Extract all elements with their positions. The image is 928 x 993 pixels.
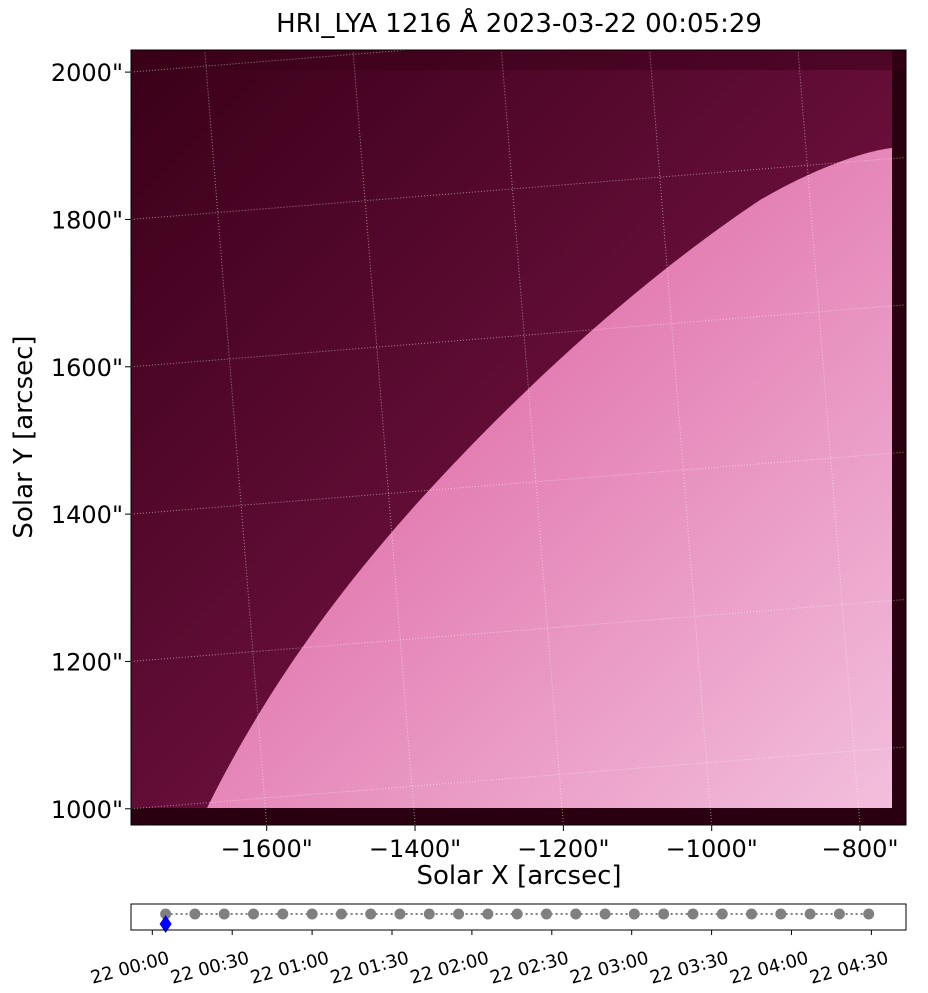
timeline-tick-label: 22 01:30 [328,948,411,989]
x-tick-label: −1600" [221,835,313,863]
grid-line [131,598,906,662]
timeline-tick-label: 22 04:00 [728,948,811,989]
y-tick-label: 1200" [51,648,123,676]
current-frame-marker [159,915,172,933]
timeline-point [746,908,758,920]
timeline-point [160,908,172,920]
main-axes: −1600" −1400" −1200" −1000" −800" 1000" 1200" 1… [51,50,906,863]
timeline-point [658,908,670,920]
timeline-point [248,908,260,920]
timeline-point [687,908,699,920]
x-tick-label: −1200" [517,835,609,863]
timeline-point [628,908,640,920]
y-tick-label: 1000" [51,796,123,824]
timeline-point [453,908,465,920]
grid-line [797,50,861,825]
y-axis-label: Solar Y [arcsec] [9,335,39,538]
timeline-point [511,908,523,920]
timeline-point [833,908,845,920]
timeline-tick-label: 22 04:30 [807,948,890,989]
grid-line [204,50,268,825]
grid-line [131,156,906,220]
timeline-point [775,908,787,920]
timeline-tick-label: 22 02:00 [408,948,491,989]
timeline-point [189,908,201,920]
chart-title: HRI_LYA 1216 Å 2023-03-22 00:05:29 [276,7,762,39]
axes-frame [130,49,907,826]
timeline-point [394,908,406,920]
timeline-point [306,908,318,920]
timeline-tick-label: 22 00:30 [168,948,251,989]
timeline-tick-label: 22 02:30 [488,948,571,989]
y-tick-label: 2000" [51,59,123,87]
timeline-tick-label: 22 01:00 [248,948,331,989]
timeline-tick-label: 22 00:00 [88,948,171,989]
timeline-point [482,908,494,920]
timeline-tick-label: 22 03:00 [568,948,651,989]
x-axis-label: Solar X [arcsec] [416,861,621,891]
timeline-point [863,908,875,920]
solar-image [131,50,906,825]
timeline-tick-label: 22 03:30 [648,948,731,989]
y-tick-label: 1800" [51,206,123,234]
x-tick-label: −1400" [369,835,461,863]
timeline-point [218,908,230,920]
grid-line [131,746,906,810]
x-tick-label: −1000" [666,835,758,863]
timeline-point [277,908,289,920]
grid-line [649,50,713,825]
grid-line [131,50,414,73]
x-tick-label: −800" [822,835,899,863]
timeline-point [335,908,347,920]
grid-line [352,50,416,825]
timeline-point [570,908,582,920]
grid-line [500,50,564,825]
timeline-point [540,908,552,920]
timeline-point [599,908,611,920]
y-tick-label: 1600" [51,354,123,382]
timeline-point [804,908,816,920]
timeline-point [423,908,435,920]
grid-line [131,451,906,515]
y-tick-label: 1400" [51,501,123,529]
grid-line [131,304,906,368]
timeline-point [716,908,728,920]
timeline-frame [130,903,907,931]
timeline-point [365,908,377,920]
